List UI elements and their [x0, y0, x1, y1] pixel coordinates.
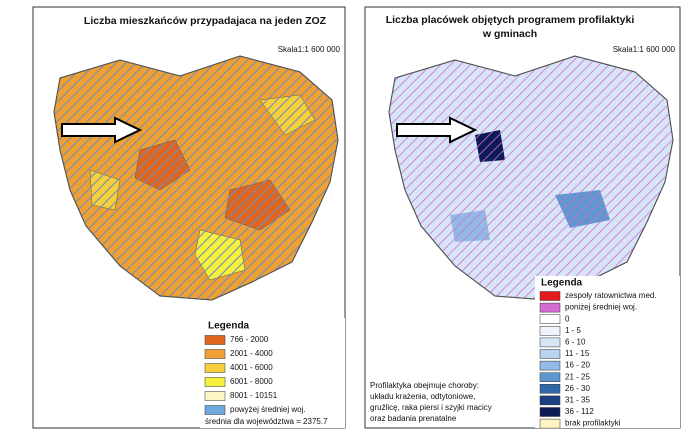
note-line: układu krażenia, odtytoniowe,	[370, 392, 475, 401]
legend-label: 8001 - 10151	[230, 391, 278, 400]
legend-label: 26 - 30	[565, 384, 590, 393]
legend-swatch	[204, 391, 226, 401]
legend-swatch	[539, 349, 561, 359]
legend-label: brak profilaktyki	[565, 419, 621, 428]
legend-label: 6001 - 8000	[230, 377, 273, 386]
legend-label: 36 - 112	[565, 407, 594, 416]
right-map	[388, 55, 674, 301]
legend-label: 21 - 25	[565, 372, 590, 381]
legend-swatch	[539, 302, 561, 313]
legend-label: 16 - 20	[565, 361, 590, 370]
note-line: Profilaktyka obejmuje choroby:	[370, 381, 479, 390]
legend-label: powyżej średniej woj.	[230, 405, 306, 414]
legend-swatch	[204, 405, 226, 415]
legend-label: 4001 - 6000	[230, 363, 273, 372]
legend-swatch	[204, 377, 226, 387]
legend-label: 766 - 2000	[230, 335, 269, 344]
left-scale: Skala1:1 600 000	[278, 45, 341, 54]
right-title: w gminach	[482, 28, 537, 40]
legend-label: zespoły ratownictwa med.	[565, 291, 657, 300]
legend-swatch	[539, 314, 561, 324]
left-title: Liczba mieszkańców przypadajaca na jeden…	[84, 15, 327, 27]
legend-swatch	[204, 349, 226, 359]
legend-label: 6 - 10	[565, 338, 586, 347]
legend-swatch	[539, 418, 561, 429]
legend-label: 2001 - 4000	[230, 349, 273, 358]
legend-swatch	[539, 291, 561, 301]
legend-label: 1 - 5	[565, 326, 582, 335]
right-title: Liczba placówek objętych programem profi…	[386, 14, 635, 26]
legend-swatch	[204, 363, 226, 373]
legend-label: 11 - 15	[565, 349, 590, 358]
legend-swatch	[539, 326, 561, 336]
legend-swatch	[539, 337, 561, 348]
right-legend-title: Legenda	[541, 278, 583, 289]
note-line: oraz badania prenatalne	[370, 414, 457, 423]
right-scale: Skala1:1 600 000	[613, 45, 676, 54]
legend-label: 31 - 35	[565, 396, 590, 405]
legend-swatch	[539, 384, 561, 394]
left-map	[53, 55, 339, 301]
legend-swatch	[539, 372, 561, 382]
legend-swatch	[539, 360, 561, 371]
legend-label: poniżej średniej woj.	[565, 303, 637, 312]
left-legend-title: Legenda	[208, 321, 250, 332]
left-note: średnia dla województwa = 2375.7	[205, 417, 328, 426]
legend-swatch	[204, 335, 226, 345]
legend-label: 0	[565, 314, 570, 323]
note-line: gruźlicę, raka piersi i szyjki macicy	[370, 403, 492, 412]
legend-swatch	[539, 407, 561, 417]
legend-swatch	[539, 395, 561, 406]
